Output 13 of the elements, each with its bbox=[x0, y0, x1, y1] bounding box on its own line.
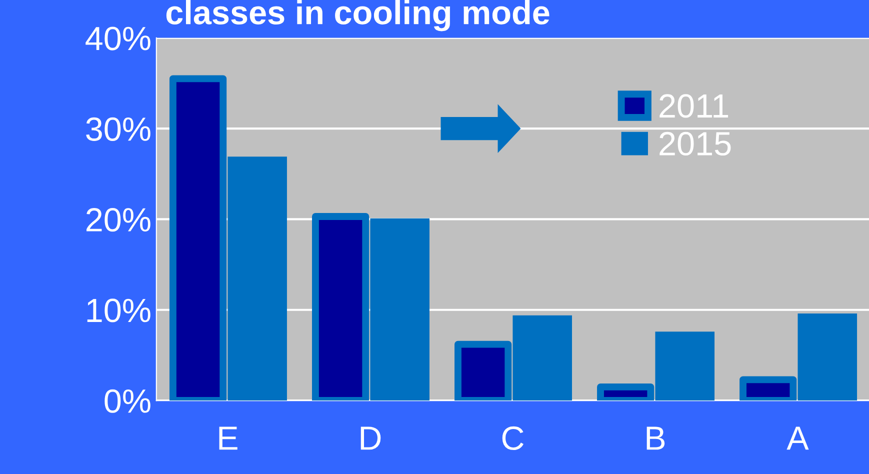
legend-label: 2015 bbox=[660, 132, 731, 156]
x-tick-label: C bbox=[502, 426, 524, 450]
legend-label: 2011 bbox=[660, 94, 728, 118]
y-tick-label: 40% bbox=[86, 26, 150, 50]
x-tick-label: B bbox=[646, 426, 665, 450]
y-tick-label: 10% bbox=[87, 298, 150, 322]
x-tick-label: A bbox=[786, 426, 809, 450]
chart-title: classes in cooling mode bbox=[166, 0, 550, 32]
y-tick-label: 20% bbox=[86, 208, 150, 232]
x-tick-label: E bbox=[219, 426, 238, 450]
y-tick-label: 30% bbox=[86, 117, 150, 141]
y-tick-label: 0% bbox=[104, 389, 150, 413]
x-tick-label: D bbox=[360, 426, 381, 450]
